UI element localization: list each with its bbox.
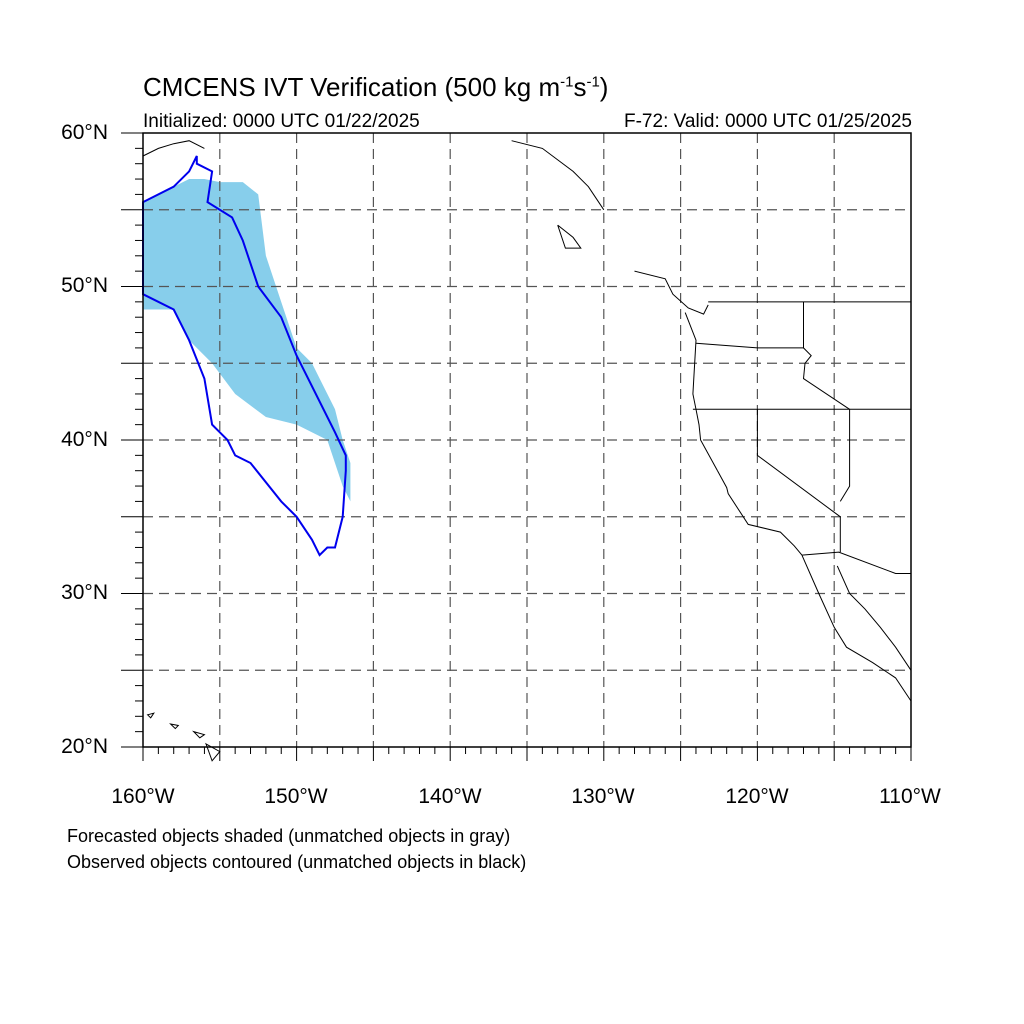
political-border	[695, 342, 804, 349]
political-border	[756, 409, 841, 553]
lat-label-50n: 50°N	[61, 274, 108, 297]
observed-objects-layer	[142, 155, 347, 557]
lon-label-140w: 140°W	[418, 785, 482, 808]
coastline	[684, 312, 718, 471]
valid-subtitle: F-72: Valid: 0000 UTC 01/25/2025	[624, 111, 912, 132]
coastline	[634, 270, 709, 315]
title-end: )	[599, 72, 609, 102]
title-sup-2: -1	[586, 73, 600, 91]
legend-note-observed: Observed objects contoured (unmatched ob…	[67, 852, 527, 872]
lat-label-20n: 20°N	[61, 735, 108, 758]
map-frame	[121, 132, 912, 761]
coastline	[717, 470, 803, 556]
lat-label-40n: 40°N	[61, 428, 108, 451]
initialized-subtitle: Initialized: 0000 UTC 01/22/2025	[143, 111, 420, 132]
coastline	[511, 140, 605, 211]
chart-title: CMCENS IVT Verification (500 kg m-1s-1)	[143, 72, 608, 103]
island-outline	[169, 723, 180, 730]
forecast-object-shaded	[143, 179, 351, 502]
lon-label-130w: 130°W	[571, 785, 635, 808]
lon-label-120w: 120°W	[725, 785, 789, 808]
forecast-objects-layer	[143, 179, 351, 502]
coastline	[142, 140, 205, 157]
coastline	[557, 224, 582, 249]
title-sup-1: -1	[560, 73, 574, 91]
coastline	[836, 565, 912, 671]
island-outline	[192, 730, 206, 739]
island-outline	[146, 712, 155, 719]
lat-label-60n: 60°N	[61, 121, 108, 144]
lon-label-150w: 150°W	[264, 785, 328, 808]
political-border	[802, 301, 850, 410]
political-border	[839, 409, 851, 502]
legend-note-forecast: Forecasted objects shaded (unmatched obj…	[67, 826, 511, 846]
title-main: CMCENS IVT Verification (500 kg m	[143, 72, 561, 102]
gridlines	[143, 133, 911, 747]
lon-label-110w: 110°W	[879, 785, 941, 808]
title-mid: s	[573, 72, 587, 102]
observed-object-contour	[142, 155, 347, 557]
political-border	[801, 551, 911, 574]
coastlines-layer	[142, 140, 912, 762]
lon-label-160w: 160°W	[111, 785, 175, 808]
coastline	[801, 554, 912, 702]
lat-label-30n: 30°N	[61, 581, 108, 604]
